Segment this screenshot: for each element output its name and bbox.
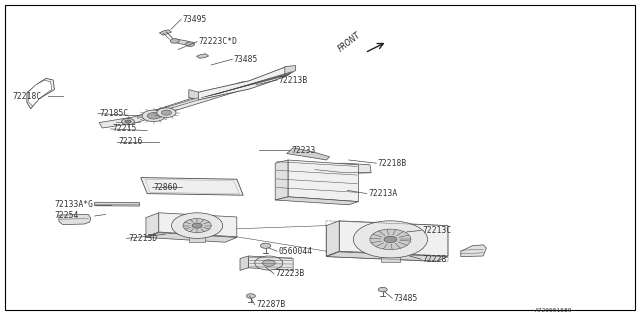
Text: 72860: 72860 bbox=[154, 183, 178, 192]
Text: 73485: 73485 bbox=[234, 55, 258, 64]
Text: 72213A: 72213A bbox=[368, 189, 397, 198]
Polygon shape bbox=[285, 66, 296, 77]
Circle shape bbox=[262, 260, 275, 266]
Polygon shape bbox=[159, 213, 237, 237]
Circle shape bbox=[353, 221, 428, 258]
Polygon shape bbox=[189, 237, 205, 242]
Polygon shape bbox=[326, 252, 448, 261]
Circle shape bbox=[157, 108, 176, 117]
Text: 72213C: 72213C bbox=[422, 226, 452, 235]
Text: 72218C: 72218C bbox=[13, 92, 42, 100]
Text: 72216: 72216 bbox=[118, 137, 143, 146]
Circle shape bbox=[161, 110, 172, 115]
Text: 0560044: 0560044 bbox=[278, 247, 312, 256]
Polygon shape bbox=[461, 245, 486, 257]
Text: FRONT: FRONT bbox=[336, 31, 362, 54]
Polygon shape bbox=[248, 256, 293, 270]
Text: 72185C: 72185C bbox=[99, 109, 129, 118]
Circle shape bbox=[172, 213, 223, 238]
Text: 73485: 73485 bbox=[394, 294, 418, 303]
Polygon shape bbox=[138, 98, 198, 118]
Text: 72218B: 72218B bbox=[378, 159, 407, 168]
Polygon shape bbox=[27, 78, 54, 109]
Text: 72133A*G: 72133A*G bbox=[54, 200, 93, 209]
Circle shape bbox=[246, 294, 255, 298]
Circle shape bbox=[183, 219, 211, 233]
Circle shape bbox=[378, 287, 387, 292]
Polygon shape bbox=[189, 90, 198, 100]
Polygon shape bbox=[146, 213, 159, 237]
Polygon shape bbox=[339, 221, 448, 256]
Circle shape bbox=[170, 39, 179, 43]
Polygon shape bbox=[141, 178, 243, 195]
Polygon shape bbox=[59, 214, 91, 225]
Text: 72228: 72228 bbox=[422, 255, 447, 264]
Polygon shape bbox=[189, 67, 294, 100]
Polygon shape bbox=[196, 54, 209, 58]
Circle shape bbox=[142, 110, 165, 122]
Circle shape bbox=[384, 236, 397, 243]
Text: 72215: 72215 bbox=[112, 124, 136, 133]
Circle shape bbox=[147, 113, 160, 119]
Polygon shape bbox=[28, 80, 52, 106]
Text: 72223C*D: 72223C*D bbox=[198, 37, 237, 46]
Text: 72223B: 72223B bbox=[275, 269, 305, 278]
Polygon shape bbox=[159, 30, 172, 35]
Polygon shape bbox=[146, 233, 237, 242]
Circle shape bbox=[255, 256, 283, 270]
Polygon shape bbox=[314, 163, 371, 173]
Text: A720001589: A720001589 bbox=[534, 308, 572, 313]
Text: 73495: 73495 bbox=[182, 15, 207, 24]
Text: 72254: 72254 bbox=[54, 212, 79, 220]
Text: 72233: 72233 bbox=[291, 146, 316, 155]
Polygon shape bbox=[275, 197, 358, 205]
Circle shape bbox=[260, 243, 271, 248]
Text: 72213B: 72213B bbox=[278, 76, 308, 84]
Polygon shape bbox=[288, 160, 358, 202]
Circle shape bbox=[192, 223, 202, 228]
Text: 72287B: 72287B bbox=[256, 300, 285, 309]
Polygon shape bbox=[95, 202, 140, 206]
Circle shape bbox=[122, 118, 134, 125]
Polygon shape bbox=[172, 39, 193, 45]
Circle shape bbox=[370, 229, 411, 250]
Polygon shape bbox=[240, 256, 248, 270]
Polygon shape bbox=[287, 148, 330, 160]
Polygon shape bbox=[99, 82, 250, 128]
Circle shape bbox=[125, 120, 131, 123]
Circle shape bbox=[186, 42, 195, 46]
Polygon shape bbox=[326, 221, 339, 256]
Polygon shape bbox=[275, 160, 288, 200]
Text: 72213D: 72213D bbox=[128, 234, 157, 243]
Polygon shape bbox=[381, 257, 400, 262]
